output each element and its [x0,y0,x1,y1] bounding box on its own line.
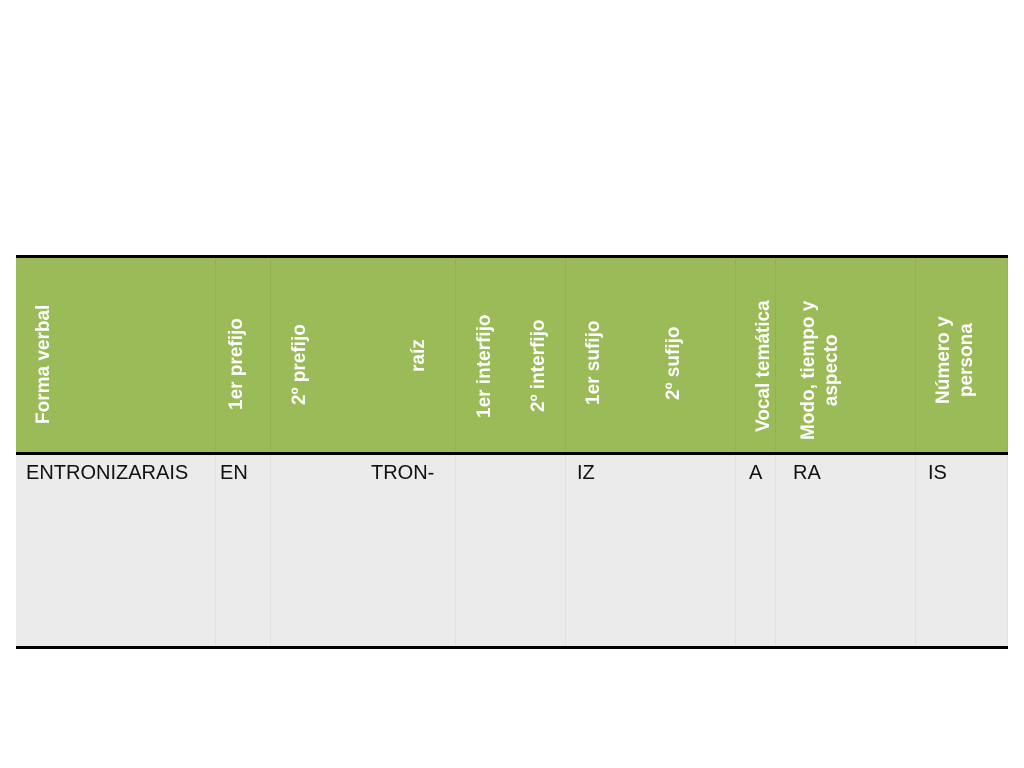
header-cell [566,258,736,452]
header-cell [456,258,566,452]
table-row [16,455,1008,646]
header-2o-interfijo: 2º interfijo [528,319,549,412]
cell-n-mero-y-persona: IS [928,462,947,484]
header-2o-sufijo: 2º sufijo [663,326,684,400]
cell-modo-tiempo-y-aspecto: RA [793,462,821,484]
body-cell [216,455,271,646]
header-modo-tiempo-aspecto: Modo, tiempo y aspecto [798,300,842,440]
cell-vocal-tem-tica: A [749,462,763,484]
header-1er-interfijo: 1er interfijo [474,314,495,418]
cell-ra-z: TRON- [371,462,435,484]
cell-1er-sufijo: IZ [577,462,595,484]
header-cell [216,258,271,452]
morphology-table [16,255,1008,649]
header-raiz: raíz [408,339,429,372]
header-cell [16,258,216,452]
header-2o-prefijo: 2º prefijo [289,324,310,405]
header-numero-persona: Número y persona [933,316,977,404]
body-cell [776,455,916,646]
body-cell [271,455,456,646]
header-vocal-tematica: Vocal temática [753,300,774,432]
header-cell [736,258,776,452]
body-cell [736,455,776,646]
body-cell [566,455,736,646]
table-header-row [16,258,1008,455]
header-cell [916,258,1008,452]
body-cell [16,455,216,646]
header-1er-sufijo: 1er sufijo [583,320,604,405]
body-cell [916,455,1008,646]
body-cell [456,455,566,646]
header-forma-verbal: Forma verbal [33,304,54,424]
header-1er-prefijo: 1er prefijo [226,318,247,410]
header-cell [776,258,916,452]
cell-forma-verbal: ENTRONIZARAIS [26,462,189,484]
cell-1er-prefijo: EN [220,462,248,484]
header-cell [271,258,456,452]
